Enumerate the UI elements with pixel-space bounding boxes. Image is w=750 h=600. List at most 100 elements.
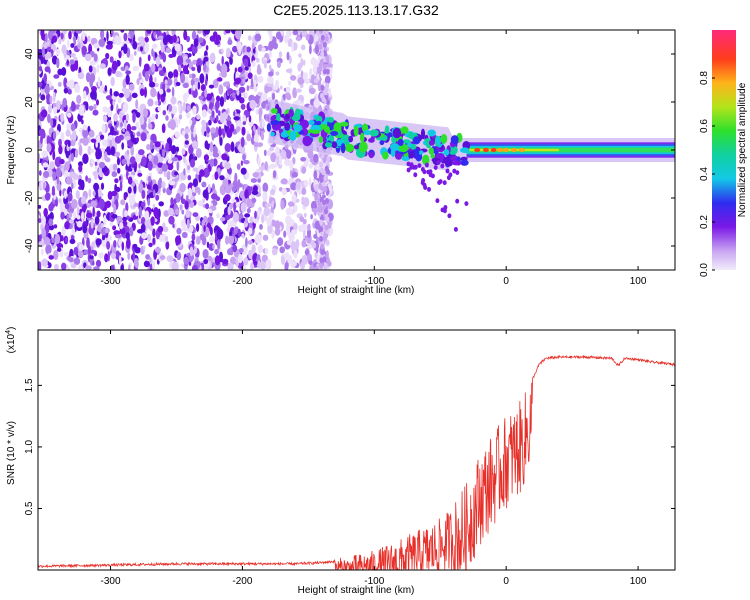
noise-cell <box>307 244 313 249</box>
noise-cell <box>286 30 292 37</box>
noise-cell <box>68 211 73 218</box>
noise-cell <box>325 55 330 62</box>
noise-cell <box>302 72 308 81</box>
noise-cell <box>323 175 328 182</box>
noise-cell <box>102 106 108 113</box>
noise-cell <box>82 124 88 131</box>
noise-cell <box>120 122 123 128</box>
signal-blob <box>270 108 278 114</box>
noise-cell <box>241 233 245 238</box>
colorbar: 0.0 0.2 0.4 0.6 0.8 Normalized spectral ampl… <box>699 30 748 277</box>
noise-cell <box>132 111 136 123</box>
noise-cell <box>75 30 83 34</box>
noise-cell <box>175 81 181 87</box>
noise-cell <box>325 216 330 223</box>
noise-cell <box>90 148 95 153</box>
noise-cell <box>289 160 294 171</box>
noise-cell <box>209 52 216 63</box>
noise-cell <box>195 148 202 158</box>
noise-cell <box>38 261 42 270</box>
noise-cell <box>170 145 177 155</box>
signal-blob <box>427 187 431 192</box>
noise-cell <box>224 161 231 170</box>
noise-cell <box>272 84 279 91</box>
noise-cell <box>235 77 242 84</box>
noise-cell <box>76 215 81 220</box>
signal-blob <box>443 156 451 165</box>
signal-blob <box>276 112 281 122</box>
noise-cell <box>166 88 171 93</box>
noise-cell <box>126 169 129 180</box>
noise-cell <box>232 180 238 187</box>
noise-cell <box>270 152 277 163</box>
noise-cell <box>162 222 166 229</box>
signal-blob <box>330 131 339 136</box>
noise-cell <box>225 235 230 245</box>
x-tick-label: -100 <box>364 276 384 287</box>
noise-cell <box>231 92 236 98</box>
carrier-peak <box>510 148 517 152</box>
noise-cell <box>95 238 102 246</box>
noise-cell <box>221 55 224 66</box>
noise-cell <box>152 228 156 238</box>
noise-cell <box>319 257 324 264</box>
noise-cell <box>248 227 253 235</box>
noise-cell <box>221 153 228 161</box>
noise-cell <box>245 237 248 248</box>
noise-cell <box>60 112 65 122</box>
noise-cell <box>146 133 151 140</box>
noise-cell <box>60 211 65 220</box>
noise-cell <box>252 172 260 178</box>
noise-cell <box>113 91 119 97</box>
noise-cell <box>220 217 226 222</box>
noise-cell <box>62 97 68 108</box>
noise-cell <box>114 125 118 130</box>
noise-cell <box>154 52 158 58</box>
noise-cell <box>67 140 71 148</box>
noise-cell <box>240 202 247 213</box>
noise-cell <box>47 104 52 114</box>
noise-cell <box>248 115 252 123</box>
noise-cell <box>138 149 145 156</box>
noise-cell <box>301 166 307 174</box>
noise-cell <box>254 210 257 219</box>
noise-cell <box>157 225 164 233</box>
noise-cell <box>314 220 321 230</box>
noise-cell <box>319 30 323 34</box>
noise-cell <box>57 247 62 252</box>
noise-cell <box>221 258 229 264</box>
signal-blob <box>390 143 399 152</box>
noise-cell <box>104 253 109 263</box>
noise-cell <box>109 56 114 63</box>
noise-cell <box>130 145 135 156</box>
noise-cell <box>178 64 182 73</box>
noise-cell <box>204 140 209 150</box>
noise-cell <box>121 108 127 114</box>
noise-cell <box>155 56 161 67</box>
noise-cell <box>303 179 309 187</box>
noise-cell <box>277 237 284 247</box>
noise-cell <box>242 153 246 161</box>
signal-blob <box>302 135 313 147</box>
noise-cell <box>168 215 175 225</box>
noise-cell <box>197 30 202 34</box>
noise-cell <box>170 197 174 206</box>
noise-cell <box>60 32 64 40</box>
noise-cell <box>186 218 190 229</box>
noise-cell <box>303 212 307 218</box>
carrier-peak <box>502 148 509 152</box>
noise-cell <box>64 203 70 210</box>
noise-cell <box>160 46 164 53</box>
noise-cell <box>198 95 204 101</box>
noise-cell <box>96 64 100 74</box>
noise-cell <box>151 113 156 121</box>
noise-cell <box>44 192 51 201</box>
noise-cell <box>149 257 152 263</box>
noise-cell <box>319 219 324 226</box>
noise-cell <box>244 92 248 98</box>
noise-cell <box>288 204 292 216</box>
noise-cell <box>324 208 328 215</box>
noise-cell <box>325 82 330 89</box>
noise-cell <box>194 156 198 161</box>
noise-cell <box>265 258 272 270</box>
